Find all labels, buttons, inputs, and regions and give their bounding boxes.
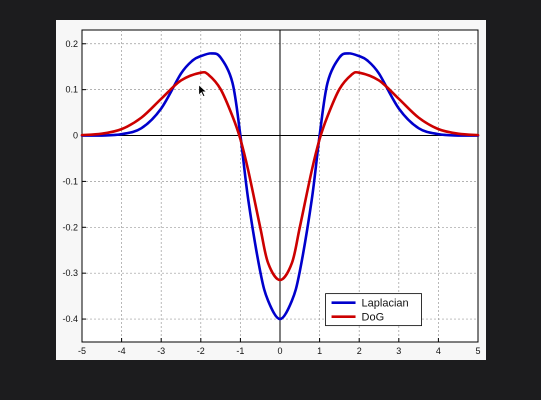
x-tick-label: -2 (197, 346, 205, 356)
mouse-cursor-icon (198, 84, 208, 97)
legend: Laplacian DoG (198, 84, 422, 327)
series-line-dog (80, 70, 480, 282)
x-tick-label: -4 (118, 346, 126, 356)
figure-window: -5 -4 -3 -2 -1 0 1 2 3 4 5 0.2 0.1 0 -0.1 -0.2 -0.3 -0.4 … (56, 20, 486, 360)
x-tick-label: 4 (436, 346, 441, 356)
x-tick-label: -3 (157, 346, 165, 356)
series-lines (80, 52, 480, 321)
y-tick-label: 0.1 (65, 85, 78, 95)
x-tick-label: 5 (475, 346, 480, 356)
axes: -5 -4 -3 -2 -1 0 1 2 3 4 5 0.2 0.1 0 -0.1 -0.2 -0.3 -0.4 (62, 30, 481, 356)
y-tick-label: -0.2 (62, 222, 78, 232)
legend-box (325, 293, 422, 327)
x-tick-label: 3 (396, 346, 401, 356)
x-tick-label: 0 (277, 346, 282, 356)
x-tick-label: 1 (317, 346, 322, 356)
x-tick-label: 2 (357, 346, 362, 356)
y-tick-label: -0.3 (62, 268, 78, 278)
chart: -5 -4 -3 -2 -1 0 1 2 3 4 50.20.10-0.1-0.2-0.3-0.4 … (62, 29, 481, 356)
y-tick-label: 0 (73, 131, 78, 141)
x-tick-label: -5 (78, 346, 86, 356)
y-tick-label: -0.1 (62, 176, 78, 186)
legend-label-laplacian: Laplacian (362, 298, 409, 310)
series-line-laplacian (80, 52, 480, 321)
y-tick-label: 0.2 (65, 39, 78, 49)
legend-label-dog: DoG (362, 312, 385, 324)
y-tick-label: -0.4 (62, 314, 78, 324)
x-tick-label: -1 (236, 346, 244, 356)
